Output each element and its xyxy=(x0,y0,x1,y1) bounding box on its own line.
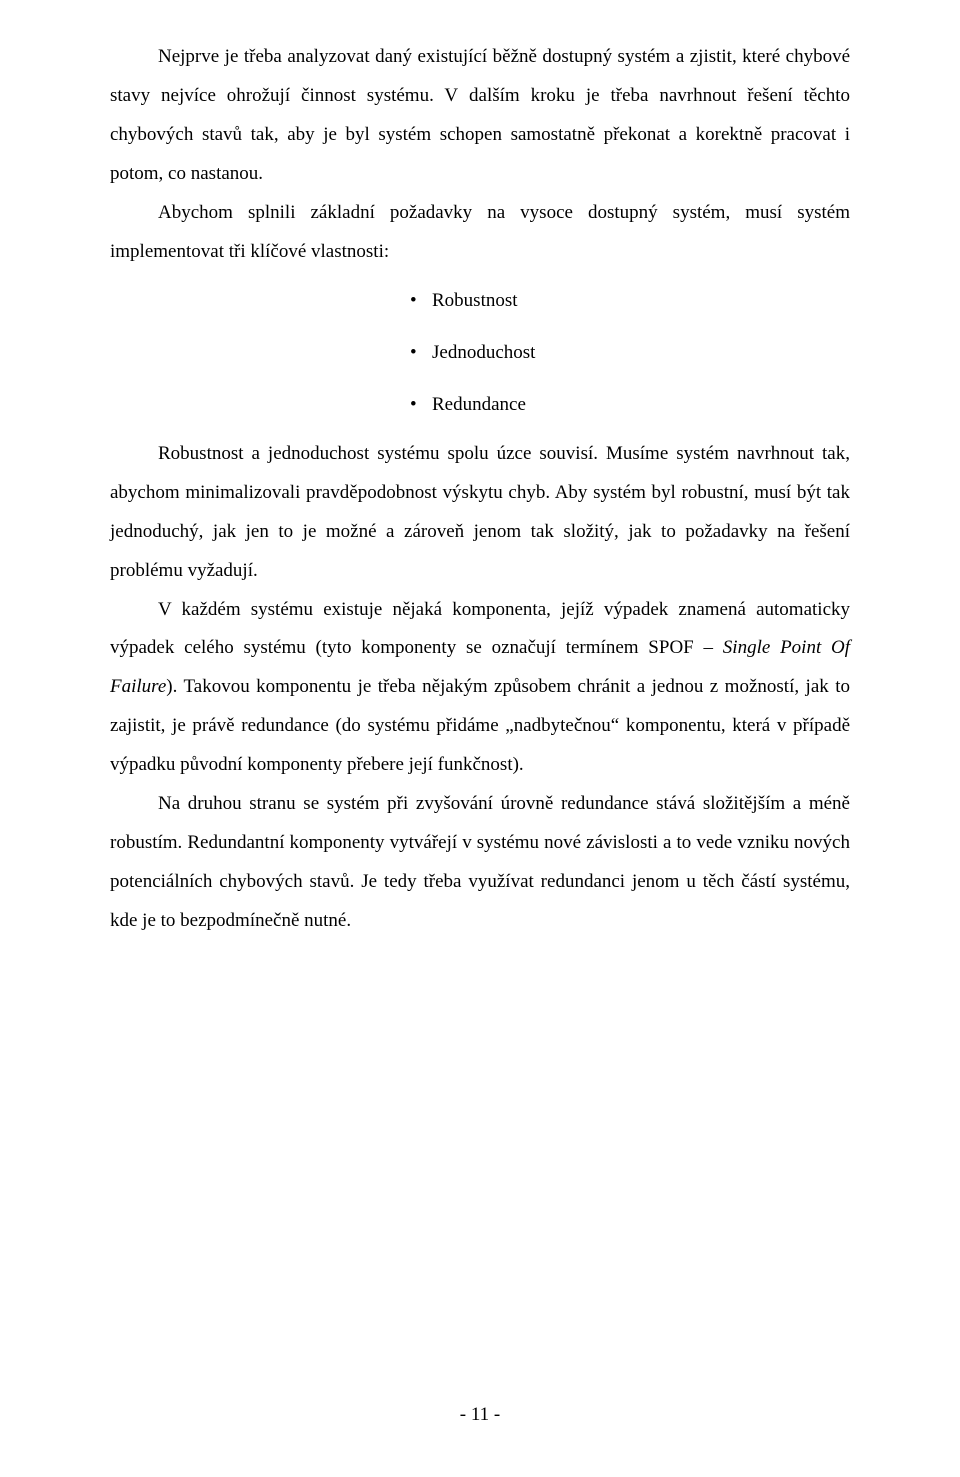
bullet-item-robustnost: Robustnost xyxy=(410,286,850,316)
paragraph-2: Abychom splnili základní požadavky na vy… xyxy=(110,194,850,272)
paragraph-5: Na druhou stranu se systém při zvyšování… xyxy=(110,785,850,941)
paragraph-3: Robustnost a jednoduchost systému spolu … xyxy=(110,435,850,591)
bullet-list: Robustnost Jednoduchost Redundance xyxy=(110,286,850,421)
bullet-item-jednoduchost: Jednoduchost xyxy=(410,338,850,368)
paragraph-4-after: ). Takovou komponentu je třeba nějakým z… xyxy=(110,676,850,775)
document-page: Nejprve je třeba analyzovat daný existuj… xyxy=(0,0,960,1477)
page-number: - 11 - xyxy=(0,1396,960,1435)
paragraph-4: V každém systému existuje nějaká kompone… xyxy=(110,591,850,786)
paragraph-1: Nejprve je třeba analyzovat daný existuj… xyxy=(110,38,850,194)
bullet-item-redundance: Redundance xyxy=(410,390,850,420)
